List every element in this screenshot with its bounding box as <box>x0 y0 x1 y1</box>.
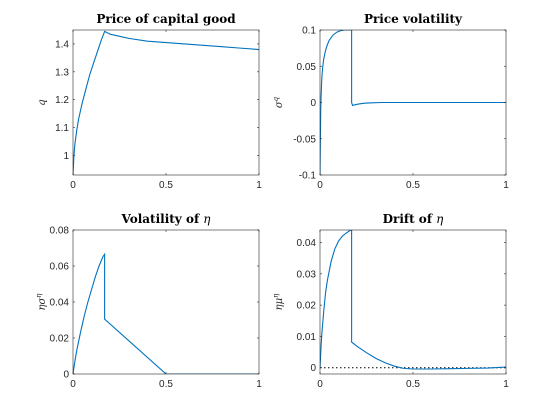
y-label-base: σ <box>274 100 285 108</box>
subplot-2: Price volatility 0 0.5 1 -0.1 -0.05 0 0.05 0.1 σq <box>272 12 509 191</box>
title-text: Drift of <box>383 212 437 226</box>
y-tick-label: 0.1 <box>302 26 316 37</box>
y-tick-label: 0.04 <box>297 238 317 249</box>
y-tick-label: 0.01 <box>297 332 317 343</box>
x-tick-label: 1 <box>256 180 262 191</box>
y-tick-label: 0.03 <box>297 269 317 280</box>
y-label-superscript: η <box>272 293 280 298</box>
x-tick-label: 0.5 <box>406 180 420 191</box>
subplot-title: Volatility of η <box>120 212 211 226</box>
subplot-title: Price volatility <box>364 12 463 26</box>
y-tick-label: -0.1 <box>299 171 317 182</box>
y-label-base: ημ <box>274 298 285 311</box>
y-tick-label: 0.06 <box>50 262 70 273</box>
title-text: Volatility of <box>120 212 203 226</box>
x-tick-label: 0 <box>70 379 76 390</box>
series-line-1 <box>320 30 506 175</box>
y-tick-label: 1.1 <box>55 123 69 134</box>
x-tick-label: 1 <box>503 180 509 191</box>
y-tick-label: 0.02 <box>297 301 317 312</box>
x-tick-label: 1 <box>503 379 509 390</box>
axes-box <box>319 229 507 375</box>
x-tick-label: 1 <box>256 379 262 390</box>
y-tick-label: 0.04 <box>50 298 70 309</box>
y-label-superscript: q <box>272 96 280 101</box>
y-tick-label: 1 <box>63 151 69 162</box>
axes-box <box>72 229 260 375</box>
subplot-title: Drift of η <box>383 212 445 226</box>
series-line-1 <box>73 252 259 374</box>
axes-box <box>72 29 260 176</box>
series-line-1 <box>73 30 259 175</box>
x-tick-label: 0 <box>317 180 323 191</box>
subplot-title: Price of capital good <box>96 12 236 26</box>
y-tick-label: 0.05 <box>297 62 317 73</box>
y-label-base: ησ <box>37 297 48 311</box>
title-symbol: η <box>436 212 444 226</box>
series-line-1 <box>320 230 506 370</box>
y-axis-label: q <box>37 99 48 105</box>
x-tick-label: 0.5 <box>159 180 173 191</box>
x-tick-label: 0 <box>317 379 323 390</box>
y-axis-label: σq <box>272 96 285 108</box>
x-tick-label: 0 <box>70 180 76 191</box>
y-tick-label: 0 <box>310 363 316 374</box>
y-label-superscript: η <box>35 293 43 298</box>
title-symbol: η <box>203 212 211 226</box>
y-tick-label: 1.3 <box>55 67 69 78</box>
y-axis-label: ηση <box>35 293 48 311</box>
y-axis-label: ημη <box>272 293 285 311</box>
subplot-1: Price of capital good 0 0.5 1 1 1.1 1.2 1.3 1.4 q <box>37 12 262 191</box>
x-tick-label: 0.5 <box>159 379 173 390</box>
y-tick-label: 0 <box>310 98 316 109</box>
y-tick-label: 0 <box>63 370 69 381</box>
y-tick-label: 0.02 <box>50 334 70 345</box>
x-tick-label: 0.5 <box>406 379 420 390</box>
y-tick-label: 1.4 <box>55 39 69 50</box>
y-tick-label: 1.2 <box>55 95 69 106</box>
y-tick-label: 0.08 <box>50 226 70 237</box>
y-tick-label: -0.05 <box>293 134 316 145</box>
